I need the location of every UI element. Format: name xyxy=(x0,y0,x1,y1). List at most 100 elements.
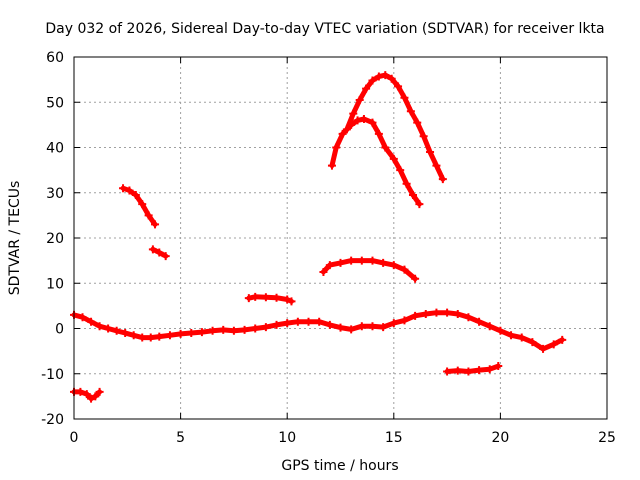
data-point xyxy=(165,331,174,340)
data-point xyxy=(411,274,420,283)
axes: 0 5 10 15 20 25 -20 -10 0 10 20 30 40 50 60 xyxy=(41,50,616,446)
data-point xyxy=(443,367,452,376)
data-point xyxy=(151,220,160,229)
series-line xyxy=(344,72,446,182)
x-tick-label: 20 xyxy=(491,430,509,446)
data-point xyxy=(251,292,260,301)
y-tick-label: 50 xyxy=(46,95,64,111)
y-tick-label: 20 xyxy=(46,231,64,247)
x-tick-label: 10 xyxy=(278,430,296,446)
x-tick-label: 5 xyxy=(176,430,185,446)
data-point xyxy=(355,95,364,104)
data-point xyxy=(453,366,462,375)
series-arc-high-46 xyxy=(327,114,424,209)
series-arc-late-minus9 xyxy=(443,362,503,376)
series-arc-morning-7 xyxy=(244,292,296,306)
x-tick-label: 0 xyxy=(70,430,79,446)
data-point xyxy=(155,248,164,257)
data-point xyxy=(338,129,347,138)
data-point xyxy=(432,308,441,317)
data-point xyxy=(389,319,398,328)
data-point xyxy=(78,313,87,322)
data-point xyxy=(453,310,462,319)
data-point xyxy=(144,211,153,220)
data-point xyxy=(402,179,411,188)
data-point xyxy=(400,316,409,325)
data-point xyxy=(539,344,548,353)
data-point xyxy=(400,93,409,102)
x-axis-label: GPS time / hours xyxy=(281,458,398,474)
data-point xyxy=(368,256,377,265)
data-point xyxy=(293,317,302,326)
data-point xyxy=(176,329,185,338)
data-point xyxy=(342,125,351,134)
data-point xyxy=(327,161,336,170)
data-point xyxy=(283,295,292,304)
data-point xyxy=(138,333,147,342)
data-point xyxy=(517,333,526,342)
data-point xyxy=(104,324,113,333)
series-arc-main-baseline xyxy=(70,308,567,353)
data-layer xyxy=(70,71,567,403)
data-point xyxy=(161,252,170,261)
data-point xyxy=(475,317,484,326)
data-point xyxy=(261,323,270,332)
data-point xyxy=(464,313,473,322)
data-point xyxy=(464,367,473,376)
data-point xyxy=(485,365,494,374)
data-point xyxy=(315,317,324,326)
data-point xyxy=(251,324,260,333)
y-tick-label: -10 xyxy=(41,367,64,383)
data-point xyxy=(125,186,134,195)
series-line xyxy=(71,310,565,352)
data-point xyxy=(325,261,334,270)
data-point xyxy=(438,175,447,184)
data-point xyxy=(76,387,85,396)
data-point xyxy=(406,107,415,116)
data-point xyxy=(197,328,206,337)
y-tick-label: 40 xyxy=(46,141,64,157)
series-arc-noon-14 xyxy=(319,256,420,283)
x-tick-label: 25 xyxy=(598,430,616,446)
data-point xyxy=(219,325,228,334)
data-point xyxy=(353,116,362,125)
data-point xyxy=(283,319,292,328)
grid xyxy=(74,57,607,419)
data-point xyxy=(347,256,356,265)
data-point xyxy=(368,322,377,331)
y-tick-label: 10 xyxy=(46,276,64,292)
data-point xyxy=(549,340,558,349)
data-point xyxy=(394,82,403,91)
data-point xyxy=(389,261,398,270)
chart-title: Day 032 of 2026, Sidereal Day-to-day VTE… xyxy=(45,21,604,37)
data-point xyxy=(121,329,130,338)
data-point xyxy=(319,267,328,276)
data-point xyxy=(485,322,494,331)
data-point xyxy=(408,191,417,200)
y-tick-label: 30 xyxy=(46,186,64,202)
data-point xyxy=(381,71,390,80)
data-point xyxy=(82,390,91,399)
data-point xyxy=(426,148,435,157)
data-point xyxy=(208,326,217,335)
data-point xyxy=(389,154,398,163)
data-point xyxy=(148,245,157,254)
data-point xyxy=(379,258,388,267)
data-point xyxy=(287,297,296,306)
data-point xyxy=(432,161,441,170)
data-point xyxy=(336,323,345,332)
data-point xyxy=(443,308,452,317)
data-point xyxy=(475,366,484,375)
data-point xyxy=(244,294,253,303)
data-point xyxy=(229,326,238,335)
data-point xyxy=(95,387,104,396)
data-point xyxy=(332,143,341,152)
data-point xyxy=(325,320,334,329)
data-point xyxy=(415,200,424,209)
series-arc-early-17 xyxy=(148,245,170,261)
series-line xyxy=(320,258,418,282)
data-point xyxy=(400,265,409,274)
data-point xyxy=(87,394,96,403)
data-point xyxy=(374,129,383,138)
